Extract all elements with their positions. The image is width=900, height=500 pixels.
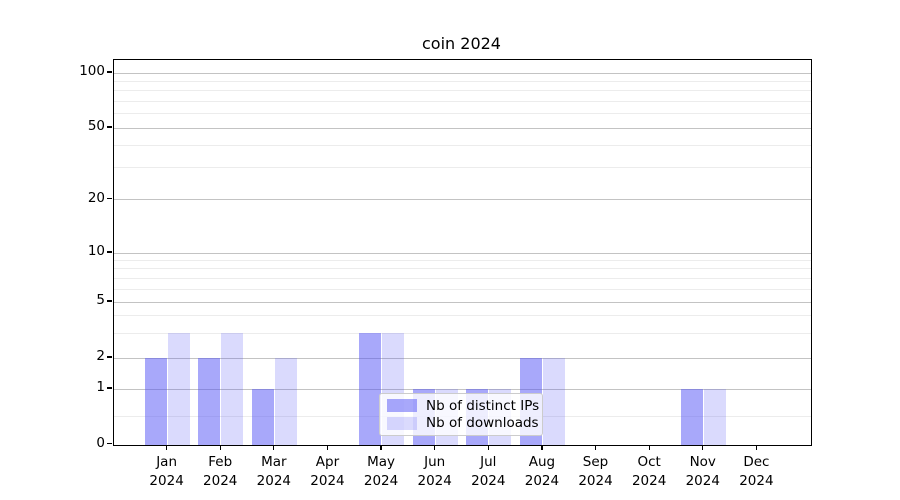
x-tick-mark (219, 444, 221, 450)
y-tick-mark (107, 126, 112, 128)
x-tick-label: Oct 2024 (631, 453, 667, 490)
y-tick-mark (107, 442, 112, 445)
x-tick-mark (165, 444, 168, 450)
x-tick-mark (702, 444, 704, 450)
x-tick-label: Jul 2024 (471, 453, 506, 490)
y-tick-label: 20 (87, 189, 105, 206)
x-tick-label: Dec 2024 (739, 453, 774, 490)
x-tick-mark (273, 444, 275, 450)
y-tick-mark (107, 251, 112, 253)
bar-distinct-ips-nov (680, 389, 703, 445)
x-tick-label: Mar 2024 (256, 453, 292, 490)
gridline-major (114, 357, 811, 359)
bar-distinct-ips-may (359, 333, 382, 445)
gridline-major (114, 252, 811, 254)
bar-downloads-jan (167, 333, 190, 445)
bar-downloads-aug (542, 358, 565, 445)
x-tick-label: Jan 2024 (149, 453, 184, 490)
legend-swatch-distinct-ips-icon (387, 399, 417, 413)
gridline-minor (114, 332, 811, 334)
y-tick-label: 2 (96, 348, 105, 364)
y-tick-mark (107, 71, 112, 73)
y-tick-label: 100 (79, 63, 105, 79)
x-tick-mark (648, 444, 650, 450)
x-tick-mark (755, 444, 758, 450)
bar-downloads-feb (221, 333, 244, 445)
bar-downloads-nov (703, 389, 726, 445)
legend-label-downloads: Nb of downloads (426, 415, 539, 432)
gridline-minor (114, 167, 811, 169)
bar-distinct-ips-jan (144, 358, 167, 445)
x-tick-label: Apr 2024 (310, 453, 345, 490)
y-tick-label: 5 (96, 292, 105, 308)
x-tick-label: Feb 2024 (203, 453, 238, 490)
x-tick-mark (326, 444, 329, 450)
y-tick-label: 50 (87, 118, 105, 134)
gridline-major (114, 127, 811, 129)
legend-item-downloads: Nb of downloads (387, 415, 539, 431)
y-tick-mark (107, 356, 112, 358)
gridline-minor (114, 90, 811, 92)
x-tick-mark (434, 444, 436, 450)
y-tick-label: 10 (87, 243, 105, 259)
x-tick-mark (541, 444, 543, 450)
x-tick-label: Sep 2024 (578, 453, 613, 490)
y-tick-label: 0 (96, 434, 105, 451)
x-tick-label: Jun 2024 (417, 453, 452, 490)
legend-label-distinct-ips: Nb of distinct IPs (426, 397, 540, 414)
legend-item-distinct-ips: Nb of distinct IPs (387, 398, 539, 414)
gridline-minor (114, 288, 811, 290)
legend-swatch-downloads-icon (387, 416, 417, 430)
x-tick-label: Aug 2024 (524, 453, 560, 490)
gridline-minor (114, 144, 811, 146)
gridline-major (114, 199, 811, 201)
x-tick-label: Nov 2024 (685, 453, 720, 490)
gridline-minor (114, 80, 811, 82)
gridline-minor (114, 315, 811, 317)
x-tick-mark (594, 444, 597, 450)
y-tick-mark (107, 300, 112, 302)
gridline-minor (114, 277, 811, 279)
gridline-minor (114, 100, 811, 102)
chart-title: coin 2024 (422, 34, 501, 53)
y-tick-mark (107, 198, 112, 200)
y-tick-label: 1 (96, 379, 105, 395)
gridline-major (114, 72, 811, 74)
gridline-minor (114, 259, 811, 261)
gridline-minor (114, 113, 811, 115)
x-tick-mark (380, 444, 382, 450)
gridline-minor (114, 268, 811, 270)
bar-distinct-ips-feb (198, 358, 221, 445)
legend: Nb of distinct IPs Nb of downloads (379, 393, 543, 436)
gridline-major (114, 388, 811, 390)
plot-area (113, 59, 812, 446)
x-tick-label: May 2024 (363, 453, 399, 490)
x-tick-mark (487, 444, 489, 450)
bar-downloads-mar (274, 358, 297, 445)
y-tick-mark (107, 387, 112, 389)
gridline-major (114, 301, 811, 303)
bar-distinct-ips-mar (251, 389, 274, 445)
